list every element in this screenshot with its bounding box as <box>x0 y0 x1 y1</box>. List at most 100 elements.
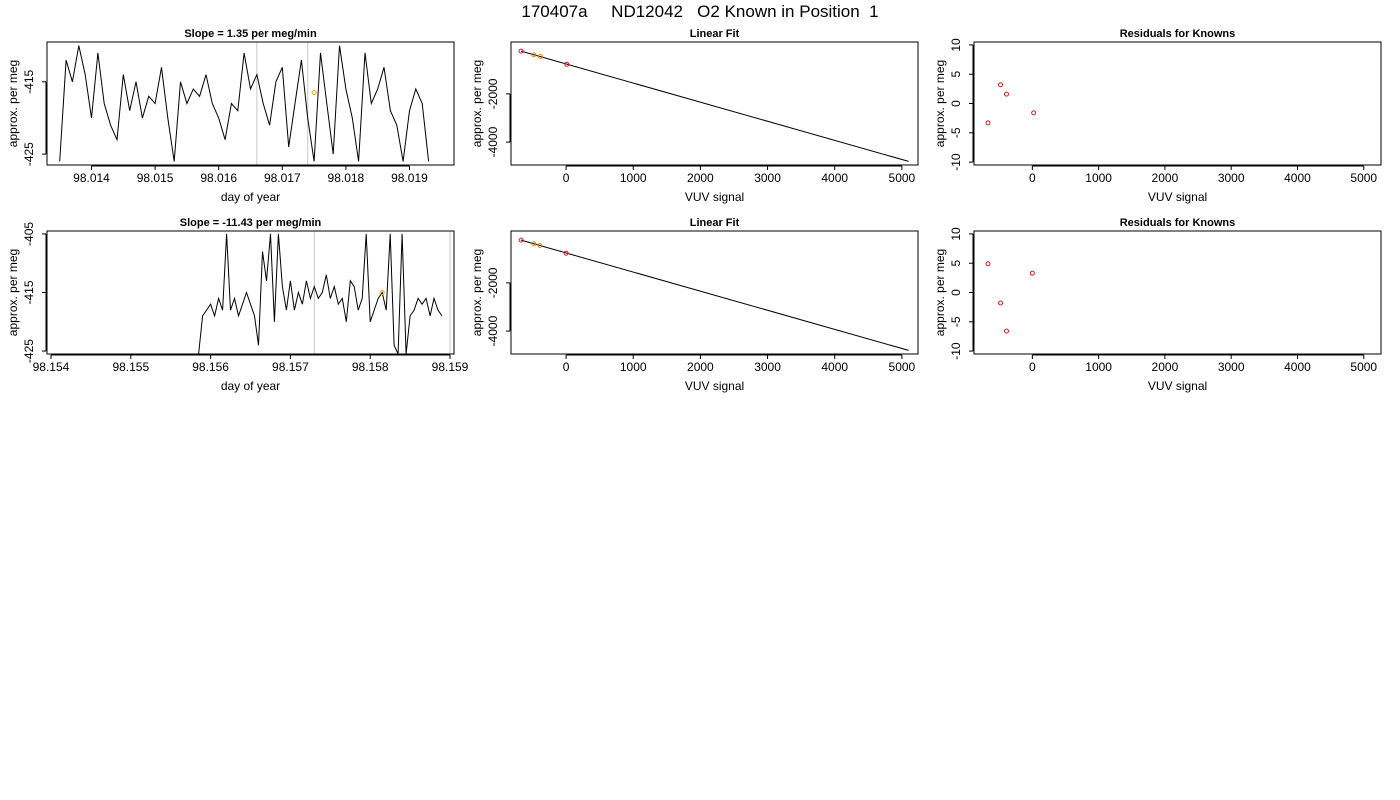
page-title: 170407a ND12042 O2 Known in Position 1 <box>521 2 879 21</box>
data-point <box>1003 91 1009 97</box>
data-point <box>998 82 1004 88</box>
chart-title: Slope = -11.43 per meg/min <box>180 217 322 229</box>
data-point <box>518 48 524 54</box>
x-tick-label: 98.155 <box>112 360 149 374</box>
plot-frame <box>510 41 919 166</box>
y-tick-label: 0 <box>949 100 963 107</box>
panel-3: Residuals for Knowns 0 1000 2000 3000 4000 500… <box>933 28 1382 204</box>
y-axis-label: approx. per meg <box>6 249 20 336</box>
y-tick-label: -2000 <box>486 267 500 298</box>
x-tick-label: 1000 <box>620 171 647 185</box>
x-tick-label: 3000 <box>754 171 781 185</box>
x-tick-label: 5000 <box>889 360 916 374</box>
y-tick-label: 0 <box>949 289 963 296</box>
data-point <box>563 250 569 256</box>
y-tick-label: 10 <box>949 38 963 52</box>
panel-4: Slope = -11.43 per meg/min 98.154 98.155 98… <box>6 217 469 393</box>
plot-frame <box>46 230 455 355</box>
x-tick-label: 2000 <box>687 360 714 374</box>
x-tick-label: 98.158 <box>352 360 389 374</box>
x-axis-label: VUV signal <box>685 379 744 393</box>
y-tick-label: -5 <box>949 316 963 327</box>
x-tick-label: 2000 <box>687 171 714 185</box>
x-tick-label: 98.157 <box>272 360 309 374</box>
x-tick-label: 3000 <box>754 360 781 374</box>
highlight-point <box>379 290 385 295</box>
x-tick-label: 1000 <box>620 360 647 374</box>
x-tick-label: 1000 <box>1085 171 1112 185</box>
y-axis-label: approx. per meg <box>6 60 20 147</box>
panel-1: Slope = 1.35 per meg/min 98.014 98.015 98.0… <box>6 28 455 204</box>
y-axis-label: approx. per meg <box>470 60 484 147</box>
data-point <box>1029 270 1035 276</box>
plot-data <box>518 48 909 162</box>
plot-frame <box>973 41 1382 166</box>
x-tick-label: 98.017 <box>264 171 301 185</box>
x-tick-label: 98.014 <box>73 171 110 185</box>
x-tick-label: 98.015 <box>137 171 174 185</box>
x-tick-label: 4000 <box>1284 360 1311 374</box>
fit-line <box>520 239 909 351</box>
panel-5: Linear Fit 0 1000 2000 3000 4000 5000 VUV signa… <box>470 217 919 393</box>
x-axis-label: day of year <box>221 190 280 204</box>
plot-frame <box>973 230 1382 355</box>
y-tick-label: 5 <box>949 260 963 267</box>
y-tick-label: -405 <box>22 222 36 246</box>
x-tick-label: 98.019 <box>391 171 428 185</box>
data-point <box>1003 328 1009 334</box>
plot-data <box>59 45 430 162</box>
x-tick-label: 98.016 <box>200 171 237 185</box>
x-tick-label: 5000 <box>1350 171 1377 185</box>
chart-title: Linear Fit <box>690 28 740 40</box>
chart-title: Residuals for Knowns <box>1120 28 1236 40</box>
y-tick-label: 10 <box>949 227 963 241</box>
x-tick-label: 98.154 <box>33 360 70 374</box>
y-tick-label: -425 <box>22 142 36 166</box>
x-axis-label: VUV signal <box>1148 190 1207 204</box>
y-tick-label: -10 <box>949 153 963 171</box>
y-tick-label: -4000 <box>486 315 500 346</box>
x-tick-label: 98.159 <box>432 360 469 374</box>
x-axis-label: VUV signal <box>1148 379 1207 393</box>
y-tick-label: -4000 <box>486 126 500 157</box>
x-tick-label: 4000 <box>821 171 848 185</box>
y-axis-label: approx. per meg <box>933 60 947 147</box>
x-tick-label: 98.156 <box>192 360 229 374</box>
x-axis-label: VUV signal <box>685 190 744 204</box>
data-point <box>538 53 544 59</box>
panel-2: Linear Fit 0 1000 2000 3000 4000 5000 VUV signa… <box>470 28 919 204</box>
highlight-point <box>311 90 317 96</box>
x-tick-label: 0 <box>563 360 570 374</box>
x-tick-label: 4000 <box>1284 171 1311 185</box>
x-tick-label: 98.018 <box>328 171 365 185</box>
data-point <box>518 237 524 243</box>
x-tick-label: 0 <box>1029 171 1036 185</box>
data-point <box>985 120 991 126</box>
data-point <box>985 261 991 267</box>
plot-data <box>985 261 1035 334</box>
plot-data <box>518 237 909 351</box>
x-tick-label: 0 <box>563 171 570 185</box>
plot-data <box>198 233 443 354</box>
x-tick-label: 4000 <box>821 360 848 374</box>
series-line <box>59 45 430 162</box>
y-tick-label: -425 <box>22 339 36 363</box>
y-axis-label: approx. per meg <box>470 249 484 336</box>
plot-frame <box>510 230 919 355</box>
x-tick-label: 1000 <box>1085 360 1112 374</box>
y-axis-label: approx. per meg <box>933 249 947 336</box>
y-tick-label: -5 <box>949 127 963 138</box>
fit-line <box>520 50 909 162</box>
x-axis-label: day of year <box>221 379 280 393</box>
data-point <box>531 52 537 58</box>
y-tick-label: 5 <box>949 71 963 78</box>
chart-title: Residuals for Knowns <box>1120 217 1236 229</box>
x-tick-label: 3000 <box>1218 360 1245 374</box>
plot-data <box>985 82 1037 126</box>
plot-frame <box>46 41 455 166</box>
x-tick-label: 5000 <box>889 171 916 185</box>
y-tick-label: -10 <box>949 342 963 360</box>
series-line <box>198 233 443 354</box>
x-tick-label: 5000 <box>1350 360 1377 374</box>
